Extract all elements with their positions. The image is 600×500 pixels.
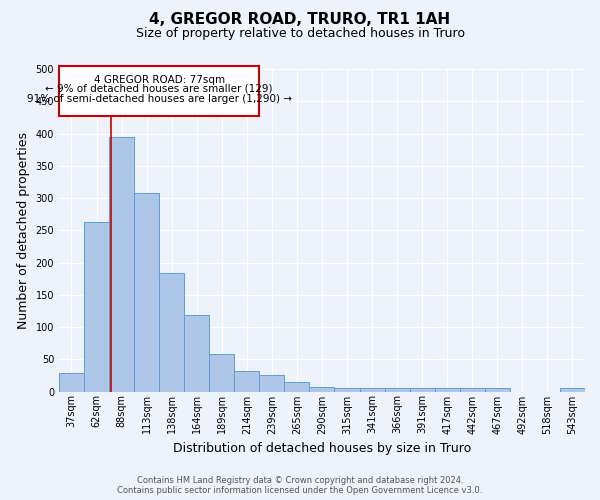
Bar: [434, 388, 460, 392]
Bar: [184, 316, 209, 392]
Bar: [84, 222, 109, 392]
Bar: [109, 136, 134, 392]
Bar: [284, 382, 310, 392]
Bar: [385, 388, 410, 392]
Bar: [234, 371, 259, 392]
Bar: [159, 274, 184, 392]
Bar: [560, 388, 585, 392]
Bar: [59, 66, 259, 116]
Y-axis label: Number of detached properties: Number of detached properties: [17, 132, 30, 329]
Bar: [359, 388, 385, 392]
Bar: [310, 387, 334, 392]
Text: Contains HM Land Registry data © Crown copyright and database right 2024.
Contai: Contains HM Land Registry data © Crown c…: [118, 476, 482, 495]
Bar: [460, 388, 485, 392]
Bar: [59, 373, 84, 392]
Bar: [134, 194, 159, 392]
Bar: [259, 376, 284, 392]
Text: Size of property relative to detached houses in Truro: Size of property relative to detached ho…: [136, 28, 464, 40]
Bar: [334, 388, 359, 392]
Text: 4, GREGOR ROAD, TRURO, TR1 1AH: 4, GREGOR ROAD, TRURO, TR1 1AH: [149, 12, 451, 28]
Bar: [209, 354, 234, 392]
Text: 4 GREGOR ROAD: 77sqm: 4 GREGOR ROAD: 77sqm: [94, 75, 224, 85]
Bar: [485, 388, 510, 392]
X-axis label: Distribution of detached houses by size in Truro: Distribution of detached houses by size …: [173, 442, 471, 455]
Bar: [410, 388, 434, 392]
Text: ← 9% of detached houses are smaller (129): ← 9% of detached houses are smaller (129…: [46, 84, 273, 94]
Text: 91% of semi-detached houses are larger (1,290) →: 91% of semi-detached houses are larger (…: [26, 94, 292, 104]
